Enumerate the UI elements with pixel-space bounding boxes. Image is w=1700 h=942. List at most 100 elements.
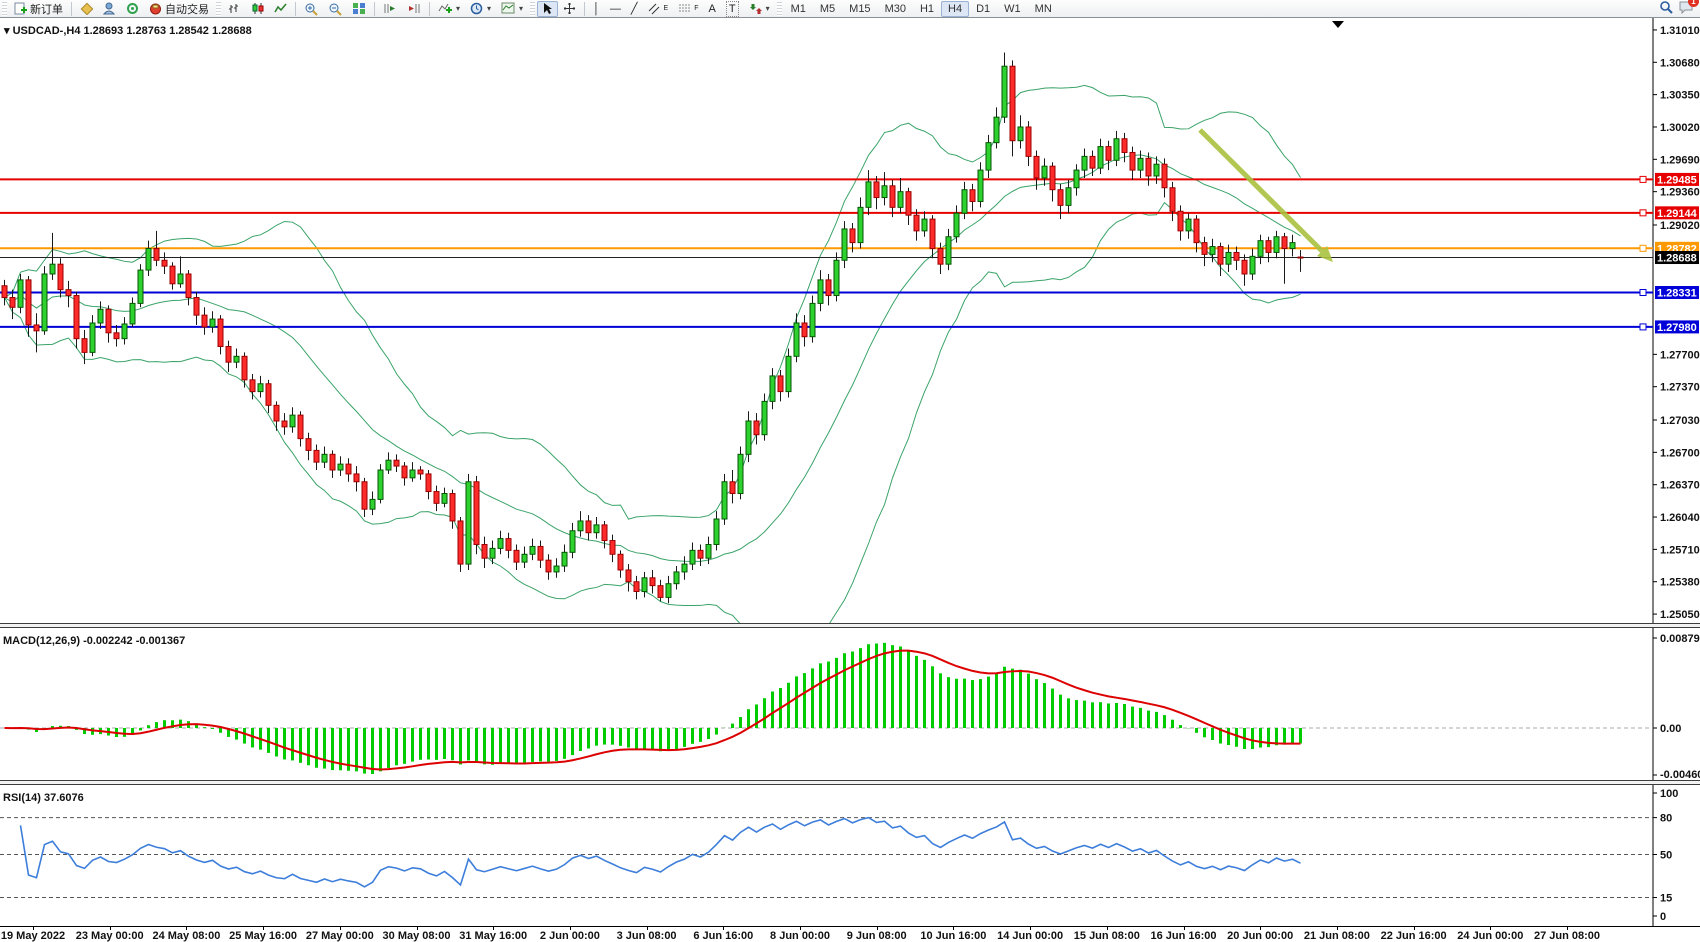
candle-body[interactable] [89, 322, 96, 353]
bollinger-upper-band[interactable] [4, 84, 1301, 520]
candle-body[interactable] [1217, 246, 1224, 265]
candle-body[interactable] [305, 438, 312, 451]
timeframe-button-w1[interactable]: W1 [1004, 2, 1021, 15]
candle-body[interactable] [497, 538, 504, 549]
candle-body[interactable] [1121, 138, 1128, 153]
candle-body[interactable] [249, 379, 256, 393]
candle-body[interactable] [81, 338, 88, 353]
candle-body[interactable] [41, 273, 48, 332]
candle-body[interactable] [713, 518, 720, 545]
candle-body[interactable] [873, 181, 880, 199]
candle-body[interactable] [985, 142, 992, 171]
candle-body[interactable] [1081, 155, 1088, 171]
candle-body[interactable] [129, 302, 136, 325]
candle-body[interactable] [1273, 236, 1280, 253]
candle-body[interactable] [1129, 151, 1136, 171]
candle-body[interactable] [393, 459, 400, 467]
candle-body[interactable] [921, 218, 928, 232]
arrows-tool-button[interactable]: ▾ [744, 1, 775, 17]
candle-body[interactable] [697, 549, 704, 559]
annotation-arrow-line[interactable] [1198, 128, 1324, 253]
channel-tool-button[interactable]: E [643, 1, 674, 17]
chart-shift-button[interactable] [402, 1, 426, 17]
candle-body[interactable] [881, 185, 888, 199]
candle-body[interactable] [1145, 157, 1152, 177]
candle-body[interactable] [561, 551, 568, 567]
candle-body[interactable] [225, 346, 232, 363]
candle-body[interactable] [761, 400, 768, 436]
candle-body[interactable] [1281, 236, 1288, 250]
candle-body[interactable] [521, 553, 528, 563]
timeframe-button-m1[interactable]: M1 [790, 2, 806, 15]
candle-body[interactable] [17, 279, 24, 308]
price-chart-canvas[interactable]: 1.31010 1.30680 1.30350 1.30020 1.29690 1.293… [0, 18, 1700, 623]
candle-body[interactable] [473, 481, 480, 545]
line-chart-button[interactable] [269, 1, 292, 17]
candle-body[interactable] [449, 493, 456, 522]
candle-body[interactable] [1, 285, 8, 299]
candle-body[interactable] [329, 453, 336, 471]
candle-body[interactable] [817, 279, 824, 304]
candle-body[interactable] [841, 228, 848, 261]
crosshair-tool-button[interactable] [558, 1, 581, 17]
new-order-button[interactable]: 新订单 [9, 1, 68, 17]
candle-body[interactable] [1241, 259, 1248, 275]
candle-body[interactable] [25, 279, 32, 326]
macd-chart-canvas[interactable]: 0.008791 0.00 -0.004601 [0, 628, 1700, 780]
timeframe-button-m30[interactable]: M30 [884, 2, 906, 15]
candle-body[interactable] [897, 191, 904, 208]
candle-body[interactable] [369, 498, 376, 510]
candle-body[interactable] [409, 469, 416, 479]
candle-body[interactable] [633, 581, 640, 593]
candle-body[interactable] [297, 414, 304, 440]
candle-body[interactable] [113, 332, 120, 340]
candle-body[interactable] [689, 549, 696, 565]
candle-body[interactable] [1073, 169, 1080, 189]
timeframe-button-mn[interactable]: MN [1034, 2, 1052, 15]
auto-scroll-button[interactable] [378, 1, 402, 17]
candle-body[interactable] [753, 420, 760, 436]
candle-body[interactable] [457, 520, 464, 565]
candle-body[interactable] [705, 543, 712, 559]
panel-separator[interactable] [0, 623, 1700, 628]
candle-body[interactable] [481, 543, 488, 559]
candle-body[interactable] [937, 248, 944, 265]
hline-tool-button[interactable]: — [605, 1, 626, 17]
level-line-handle[interactable] [1639, 244, 1647, 252]
candle-body[interactable] [1225, 251, 1232, 265]
zoom-in-button[interactable] [299, 1, 323, 17]
candle-body[interactable] [801, 322, 808, 338]
timeframe-button-m5[interactable]: M5 [819, 2, 836, 15]
candle-body[interactable] [1057, 189, 1064, 206]
annotation-arrow-head[interactable] [1317, 246, 1333, 262]
panel-separator[interactable] [0, 780, 1700, 785]
candle-body[interactable] [353, 473, 360, 483]
candle-body[interactable] [737, 453, 744, 495]
candle-body[interactable] [433, 491, 440, 504]
candle-body[interactable] [361, 481, 368, 510]
fibonacci-tool-button[interactable]: F [673, 1, 703, 17]
candle-body[interactable] [641, 577, 648, 593]
trendline-tool-button[interactable]: ╱ [626, 1, 643, 17]
candle-body[interactable] [289, 414, 296, 428]
candle-body[interactable] [201, 314, 208, 328]
candle-body[interactable] [857, 206, 864, 244]
candle-body[interactable] [849, 228, 856, 244]
candle-body[interactable] [1033, 155, 1040, 179]
timeframe-button-m15[interactable]: M15 [849, 2, 871, 15]
candle-body[interactable] [1097, 146, 1104, 169]
candle-body[interactable] [777, 375, 784, 393]
periods-button[interactable]: ▾ [465, 1, 496, 17]
bollinger-lower-band[interactable] [4, 201, 1301, 623]
candle-body[interactable] [425, 473, 432, 493]
candlestick-button[interactable] [246, 1, 269, 17]
timeframe-button-h4[interactable]: H4 [941, 0, 970, 17]
candle-body[interactable] [809, 302, 816, 338]
toolbar-grip[interactable] [2, 1, 7, 16]
candle-body[interactable] [625, 569, 632, 583]
candle-body[interactable] [281, 420, 288, 428]
candle-body[interactable] [97, 308, 104, 324]
candle-body[interactable] [233, 355, 240, 363]
candle-body[interactable] [665, 583, 672, 598]
candle-body[interactable] [73, 295, 80, 340]
